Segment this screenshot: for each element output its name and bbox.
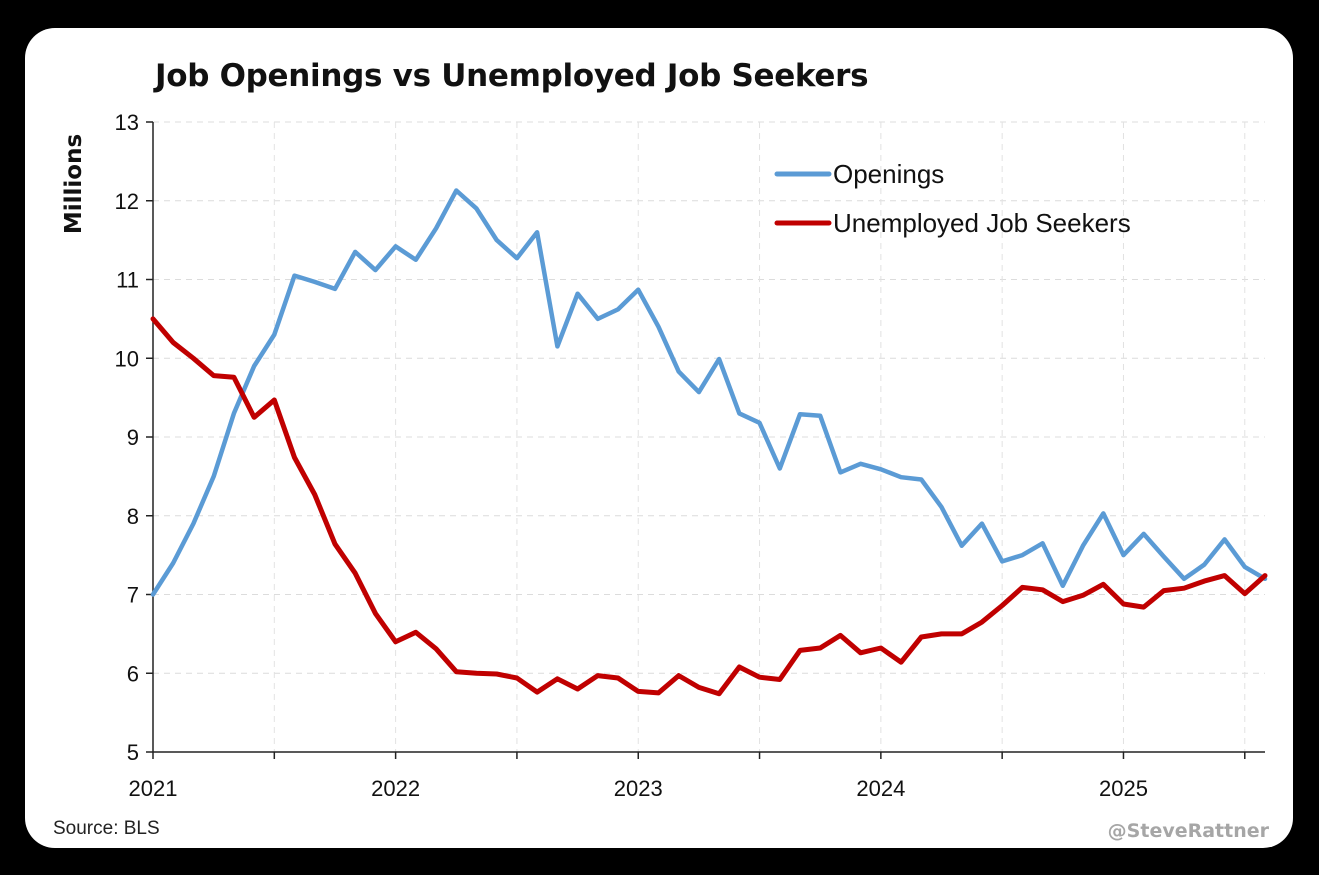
y-tick-label: 8 (127, 504, 139, 529)
y-tick-label: 6 (127, 661, 139, 686)
y-tick-label: 5 (127, 740, 139, 765)
chart-card: Job Openings vs Unemployed Job Seekers 5… (25, 28, 1293, 848)
x-tick-label: 2023 (614, 776, 663, 801)
x-tick-label: 2021 (129, 776, 178, 801)
line-chart: 5 6 7 8 9 10 11 12 13 2021 2022 2023 2024 2025 Million… (61, 110, 1268, 801)
y-axis-label: Millions (61, 134, 87, 234)
y-tick-label: 7 (127, 583, 139, 608)
y-tick-label: 9 (127, 425, 139, 450)
legend-label: Openings (833, 159, 944, 189)
chart-title: Job Openings vs Unemployed Job Seekers (155, 58, 869, 94)
y-tick-label: 12 (115, 189, 139, 214)
series-line-unemployed-job-seekers (150, 316, 1268, 697)
x-tick-label: 2024 (856, 776, 905, 801)
series-line-openings (150, 188, 1268, 597)
x-tick-label: 2025 (1099, 776, 1148, 801)
y-tick-label: 10 (115, 346, 139, 371)
author-credit: @SteveRattner (1107, 820, 1269, 842)
y-tick-label: 11 (116, 268, 139, 293)
source-note: Source: BLS (53, 818, 160, 839)
x-tick-label: 2022 (371, 776, 420, 801)
legend-label: Unemployed Job Seekers (833, 208, 1131, 238)
y-tick-label: 13 (115, 110, 139, 135)
